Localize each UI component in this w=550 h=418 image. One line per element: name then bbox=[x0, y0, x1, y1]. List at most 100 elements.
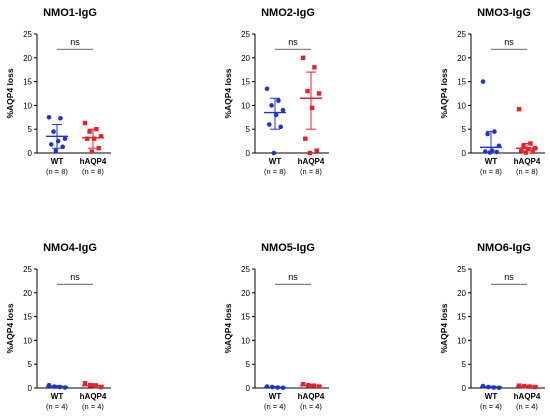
category-label: WT bbox=[269, 392, 282, 401]
n-label: (n = 4) bbox=[82, 402, 104, 411]
data-point bbox=[96, 146, 101, 151]
data-point bbox=[264, 384, 270, 389]
data-point bbox=[482, 149, 488, 154]
y-axis-label: %AQP4 loss bbox=[439, 303, 449, 353]
n-label: (n = 8) bbox=[82, 167, 104, 176]
data-point bbox=[306, 382, 311, 388]
data-point bbox=[303, 136, 308, 141]
data-point bbox=[305, 88, 310, 94]
data-point bbox=[519, 148, 524, 153]
data-point bbox=[486, 384, 491, 390]
category-label: hAQP4 bbox=[80, 157, 107, 166]
data-point bbox=[52, 384, 57, 389]
category-label: WT bbox=[269, 157, 282, 166]
n-label: (n = 8) bbox=[46, 167, 68, 176]
category-label: WT bbox=[51, 157, 64, 166]
data-point bbox=[48, 142, 54, 147]
category-label: hAQP4 bbox=[514, 392, 541, 401]
y-tick-label: 10 bbox=[457, 336, 466, 345]
y-tick-label: 0 bbox=[462, 384, 467, 393]
y-tick-label: 0 bbox=[462, 149, 467, 158]
data-point bbox=[271, 150, 277, 156]
series-haqp4 bbox=[516, 107, 538, 155]
data-point bbox=[98, 134, 104, 139]
series-haqp4 bbox=[300, 55, 322, 156]
y-tick-label: 10 bbox=[23, 101, 32, 110]
data-point bbox=[516, 383, 522, 388]
y-tick-label: 25 bbox=[23, 265, 32, 274]
y-tick-label: 25 bbox=[23, 30, 32, 39]
data-point bbox=[89, 149, 95, 154]
n-label: (n = 8) bbox=[264, 167, 286, 176]
data-point bbox=[300, 55, 306, 60]
y-tick-label: 10 bbox=[241, 336, 250, 345]
category-label: hAQP4 bbox=[80, 392, 107, 401]
y-tick-label: 20 bbox=[457, 54, 466, 63]
y-tick-label: 5 bbox=[462, 360, 467, 369]
data-point bbox=[94, 127, 99, 132]
data-point bbox=[480, 79, 486, 84]
series-haqp4 bbox=[82, 381, 104, 390]
data-point bbox=[300, 381, 306, 387]
data-point bbox=[60, 144, 66, 150]
data-point bbox=[494, 149, 500, 155]
y-axis-label: %AQP4 loss bbox=[439, 68, 449, 118]
data-point bbox=[91, 136, 97, 141]
y-tick-label: 15 bbox=[241, 313, 250, 322]
data-point bbox=[314, 148, 319, 153]
y-tick-label: 20 bbox=[23, 289, 32, 298]
data-point bbox=[530, 149, 535, 154]
y-tick-label: 15 bbox=[457, 313, 466, 322]
data-point bbox=[62, 385, 68, 390]
data-point bbox=[516, 107, 522, 112]
category-label: hAQP4 bbox=[298, 392, 325, 401]
series-wt bbox=[264, 384, 286, 391]
data-point bbox=[280, 385, 286, 391]
data-point bbox=[278, 124, 284, 130]
y-tick-label: 5 bbox=[462, 125, 467, 134]
category-label: WT bbox=[485, 157, 498, 166]
data-point bbox=[309, 105, 315, 110]
data-point bbox=[57, 384, 62, 390]
data-point bbox=[311, 383, 316, 388]
data-point bbox=[492, 129, 497, 134]
y-tick-label: 25 bbox=[241, 265, 250, 274]
data-point bbox=[485, 131, 490, 137]
y-tick-label: 20 bbox=[241, 54, 250, 63]
y-tick-label: 20 bbox=[23, 54, 32, 63]
y-tick-label: 0 bbox=[246, 384, 251, 393]
data-point bbox=[55, 138, 61, 144]
significance-label: ns bbox=[504, 37, 514, 47]
y-tick-label: 10 bbox=[23, 336, 32, 345]
series-wt bbox=[46, 382, 68, 390]
data-point bbox=[523, 150, 529, 155]
n-label: (n = 4) bbox=[264, 402, 286, 411]
data-point bbox=[316, 91, 322, 96]
series-haqp4 bbox=[300, 381, 322, 389]
n-label: (n = 8) bbox=[300, 167, 322, 176]
n-label: (n = 4) bbox=[516, 402, 538, 411]
panel-title: NMO4-IgG bbox=[43, 242, 97, 254]
data-point bbox=[307, 150, 313, 156]
data-point bbox=[522, 383, 527, 389]
data-point bbox=[280, 107, 286, 113]
data-point bbox=[532, 384, 538, 390]
n-label: (n = 8) bbox=[480, 167, 502, 176]
data-point bbox=[93, 383, 98, 389]
data-point bbox=[82, 120, 88, 126]
category-label: WT bbox=[485, 392, 498, 401]
significance-label: ns bbox=[504, 272, 514, 282]
data-point bbox=[46, 382, 52, 388]
category-label: hAQP4 bbox=[298, 157, 325, 166]
series-wt bbox=[480, 383, 502, 391]
significance-label: ns bbox=[70, 37, 80, 47]
data-point bbox=[316, 384, 322, 389]
significance-label: ns bbox=[70, 272, 80, 282]
data-point bbox=[521, 143, 526, 149]
